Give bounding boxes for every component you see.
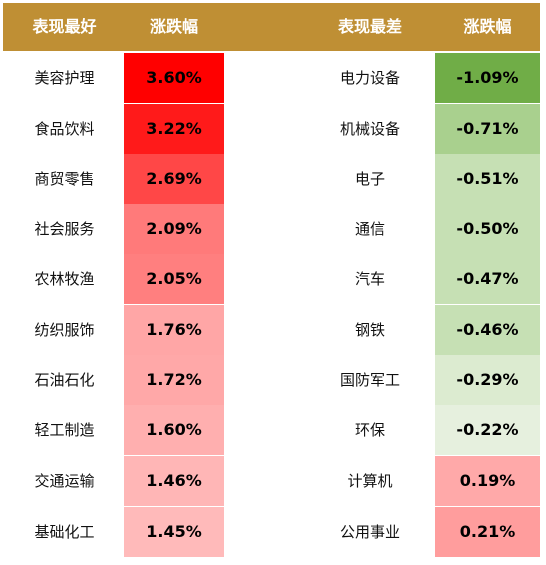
- table-row: 纺织服饰 1.76% 钢铁 -0.46%: [3, 305, 540, 355]
- best-change-value: 1.60%: [124, 405, 224, 455]
- best-industry-name: 农林牧渔: [34, 270, 95, 288]
- worst-change-value: -0.22%: [435, 405, 540, 455]
- best-change-value: 3.22%: [124, 104, 224, 154]
- worst-industry-name: 电子: [354, 170, 385, 188]
- table-row: 石油石化 1.72% 国防军工 -0.29%: [3, 355, 540, 405]
- worst-industry-name: 计算机: [347, 472, 393, 490]
- best-industry-name: 交通运输: [34, 472, 95, 490]
- best-industry-name: 食品饮料: [34, 120, 95, 138]
- best-industry-name: 商贸零售: [34, 170, 95, 188]
- table-row: 轻工制造 1.60% 环保 -0.22%: [3, 405, 540, 455]
- table-row: 基础化工 1.45% 公用事业 0.21%: [3, 507, 540, 557]
- worst-change-value: -0.51%: [435, 154, 540, 204]
- worst-change-value: -0.46%: [435, 305, 540, 355]
- worst-label-header: 表现最差: [337, 17, 402, 36]
- best-industry-name: 纺织服饰: [34, 321, 95, 339]
- worst-change-value: -0.71%: [435, 104, 540, 154]
- table-row: 农林牧渔 2.05% 汽车 -0.47%: [3, 254, 540, 304]
- worst-change-value: 0.19%: [435, 456, 540, 506]
- table-row: 食品饮料 3.22% 机械设备 -0.71%: [3, 104, 540, 154]
- worst-change-value: 0.21%: [435, 507, 540, 557]
- worst-industry-name: 汽车: [354, 270, 385, 288]
- best-change-value: 2.05%: [124, 254, 224, 304]
- worst-change-header: 涨跌幅: [463, 17, 512, 36]
- worst-industry-name: 机械设备: [339, 120, 400, 138]
- best-industry-name: 基础化工: [34, 523, 95, 541]
- best-change-value: 1.76%: [124, 305, 224, 355]
- worst-industry-name: 通信: [354, 220, 385, 238]
- worst-change-value: -1.09%: [435, 53, 540, 103]
- worst-change-value: -0.29%: [435, 355, 540, 405]
- best-change-value: 2.69%: [124, 154, 224, 204]
- worst-industry-name: 国防军工: [339, 371, 400, 389]
- best-change-value: 1.72%: [124, 355, 224, 405]
- worst-industry-name: 环保: [354, 421, 385, 439]
- best-industry-name: 轻工制造: [34, 421, 95, 439]
- best-label-header: 表现最好: [32, 17, 97, 36]
- best-change-value: 3.60%: [124, 53, 224, 103]
- best-change-value: 2.09%: [124, 204, 224, 254]
- best-change-value: 1.46%: [124, 456, 224, 506]
- table-row: 交通运输 1.46% 计算机 0.19%: [3, 456, 540, 506]
- table-row: 社会服务 2.09% 通信 -0.50%: [3, 204, 540, 254]
- best-industry-name: 社会服务: [34, 220, 95, 238]
- table-header: 表现最好 涨跌幅 表现最差 涨跌幅: [3, 3, 540, 51]
- best-industry-name: 美容护理: [34, 69, 95, 87]
- worst-industry-name: 公用事业: [339, 523, 400, 541]
- best-change-header: 涨跌幅: [149, 17, 198, 36]
- worst-change-value: -0.47%: [435, 254, 540, 304]
- worst-industry-name: 钢铁: [354, 321, 385, 339]
- worst-change-value: -0.50%: [435, 204, 540, 254]
- table-row: 商贸零售 2.69% 电子 -0.51%: [3, 154, 540, 204]
- worst-industry-name: 电力设备: [339, 69, 400, 87]
- table-row: 美容护理 3.60% 电力设备 -1.09%: [3, 53, 540, 103]
- best-industry-name: 石油石化: [34, 371, 95, 389]
- best-change-value: 1.45%: [124, 507, 224, 557]
